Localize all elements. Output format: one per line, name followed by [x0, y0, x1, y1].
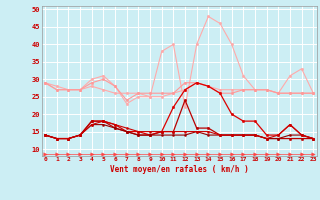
X-axis label: Vent moyen/en rafales ( km/h ): Vent moyen/en rafales ( km/h )	[110, 165, 249, 174]
